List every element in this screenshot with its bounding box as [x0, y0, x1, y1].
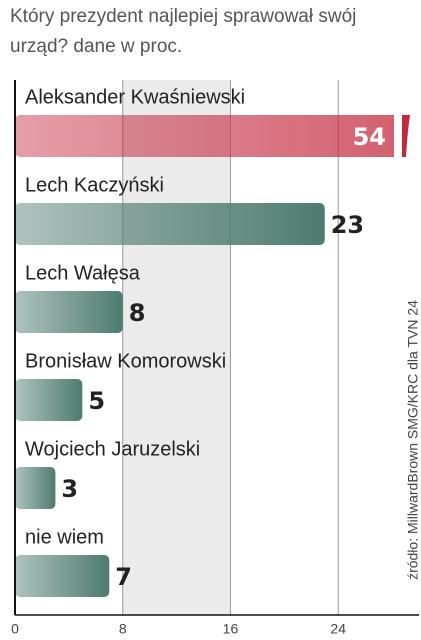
- category-label: Wojciech Jaruzelski: [25, 438, 200, 460]
- x-tick-label: 24: [330, 621, 346, 637]
- bars: [15, 115, 394, 597]
- x-tick-label: 16: [223, 621, 239, 637]
- category-label: Aleksander Kwaśniewski: [25, 86, 245, 108]
- bar: [15, 203, 325, 245]
- x-tick-label: 0: [11, 621, 19, 637]
- value-label: 3: [61, 475, 78, 503]
- category-label: Lech Kaczyński: [25, 174, 164, 196]
- bar-break: [402, 115, 410, 157]
- value-label: 7: [115, 563, 132, 591]
- category-label: nie wiem: [25, 526, 104, 548]
- value-label: 5: [88, 387, 105, 415]
- source: źródło: MillwardBrown SMG/KRC dla TVN 24: [405, 300, 421, 580]
- bar: [15, 379, 83, 421]
- value-label: 8: [129, 299, 146, 327]
- bar: [15, 555, 110, 597]
- bar: [15, 115, 394, 157]
- bar: [15, 291, 123, 333]
- category-label: Lech Wałęsa: [25, 262, 141, 284]
- x-tick-label: 8: [119, 621, 127, 637]
- value-label: 54: [353, 123, 386, 151]
- bar: [15, 467, 56, 509]
- value-label: 23: [331, 211, 364, 239]
- chart-title: Który prezydent najlepiej sprawował swój…: [10, 6, 357, 57]
- band: [122, 80, 231, 615]
- category-label: Bronisław Komorowski: [25, 350, 226, 372]
